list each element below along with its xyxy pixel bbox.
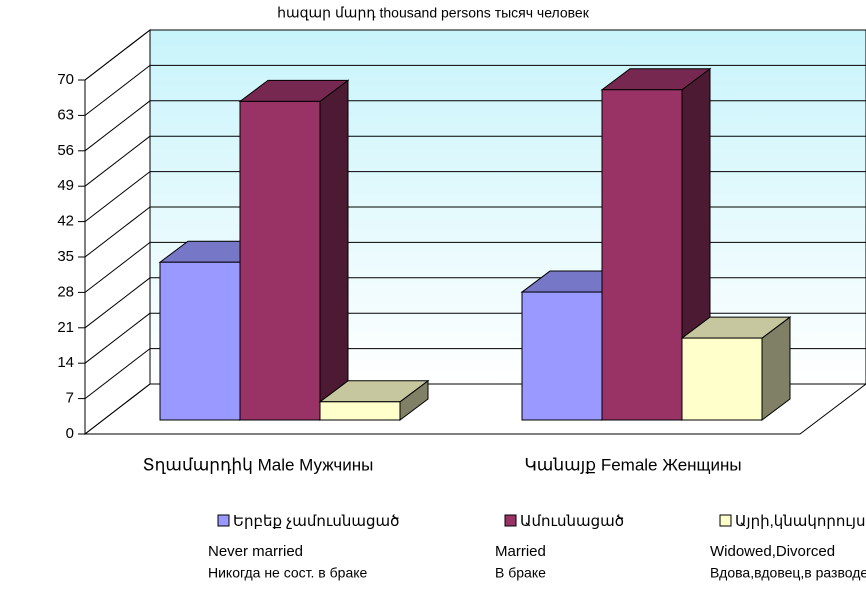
y-tick-label: 56 [57,142,74,159]
y-tick-label: 0 [66,425,74,442]
bar [239,100,321,421]
legend-swatch [217,514,230,527]
grid-line [84,100,151,152]
chart-title: հազար մարդ thousand persons тысяч челове… [277,5,590,21]
floor [85,383,866,435]
legend-label: В браке [495,565,546,581]
y-tick-label: 49 [57,177,74,194]
bar [159,261,241,421]
legend-label: Widowed,Divorced [710,543,835,560]
grid-line [84,206,151,258]
legend-label: Married [495,543,546,560]
legend-label: Ամուսնացած [520,513,624,530]
y-tick-label: 21 [57,319,74,336]
x-tick-label: Կանայք Female Женщины [524,455,741,474]
bar [521,291,603,421]
grid-line [84,135,151,187]
legend-label: Never married [208,543,303,560]
legend-swatch [504,514,517,527]
x-tick-label: Տղամարդիկ Male Мужчины [143,455,374,474]
bar [601,89,683,421]
y-tick-label: 14 [57,354,74,371]
bar-side [319,79,349,421]
grid-line [84,171,151,222]
y-tick-label: 7 [66,390,74,407]
grid-line [84,242,151,293]
legend-label: Երբեք չամուսնացած [233,513,400,530]
legend-label: Вдова,вдовец,в разводе [710,565,866,581]
y-tick-label: 63 [57,106,74,123]
grid-line [84,312,151,364]
grid-line [84,277,151,329]
bar [681,337,763,421]
legend-label: Никогда не сост. в браке [208,565,368,581]
legend-label: Այրի,կնակորույս,ամուսնալուծված [735,513,866,530]
y-tick-label: 28 [57,283,74,300]
y-tick-label: 42 [57,213,74,230]
legend-swatch [719,514,732,527]
grid-line [84,383,151,435]
y-tick-label: 35 [57,248,74,265]
grid-line [84,65,151,116]
grid-line [84,348,151,399]
y-tick-label: 70 [57,71,74,88]
bar [319,401,401,421]
grid-line [84,29,151,81]
